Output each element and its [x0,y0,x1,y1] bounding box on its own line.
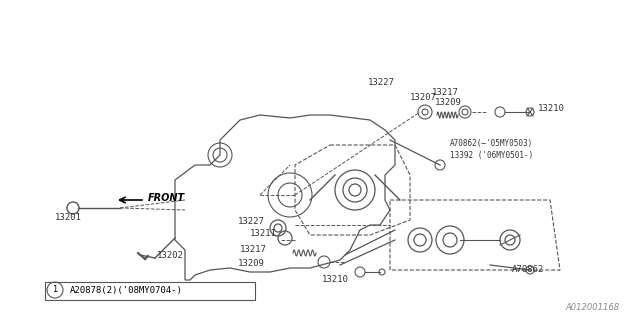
Text: 13227: 13227 [238,218,265,227]
Text: A012001168: A012001168 [566,303,620,312]
Text: A70862: A70862 [512,266,544,275]
Text: A20878(2)('08MY0704-): A20878(2)('08MY0704-) [70,285,183,294]
Text: 13210: 13210 [538,103,565,113]
Text: 13392 ('06MY0501-): 13392 ('06MY0501-) [450,150,533,159]
Text: 13207: 13207 [410,92,437,101]
Bar [45,282,255,300]
Text: 13202: 13202 [157,252,184,260]
Text: 13209: 13209 [435,98,462,107]
Text: 13217: 13217 [240,244,267,253]
Text: 13201: 13201 [55,213,82,222]
Text: 13210: 13210 [322,276,349,284]
Text: FRONT: FRONT [148,193,185,203]
Text: 13211: 13211 [250,228,277,237]
Text: A70862(–'05MY0503): A70862(–'05MY0503) [450,139,533,148]
Text: 13209: 13209 [238,260,265,268]
Text: 13217: 13217 [432,87,459,97]
Text: 1: 1 [52,285,58,294]
Text: 13227: 13227 [368,77,395,86]
